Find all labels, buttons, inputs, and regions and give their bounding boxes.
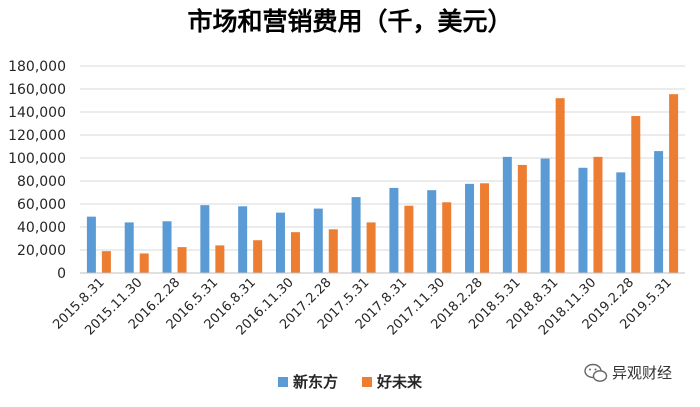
bar-series-2	[290, 232, 300, 273]
bar-series-1	[540, 158, 550, 273]
bar-series-1	[162, 221, 172, 273]
watermark: 异观财经	[584, 363, 672, 382]
bar-series-2	[480, 183, 490, 273]
bar-series-2	[517, 164, 527, 273]
bars	[86, 94, 679, 274]
bar-series-2	[442, 202, 452, 273]
bar-series-2	[253, 240, 263, 273]
bar-series-2	[328, 229, 338, 273]
bar-series-1	[351, 197, 361, 273]
y-tick-label: 80,000	[17, 174, 66, 190]
x-axis-ticks: 2015.8.312015.11.302016.2.282016.5.31201…	[50, 275, 675, 338]
bar-series-2	[669, 94, 679, 273]
y-tick-label: 60,000	[17, 197, 66, 213]
legend-item-1: 新东方	[278, 373, 338, 391]
bar-series-1	[200, 205, 210, 273]
y-tick-label: 120,000	[8, 128, 66, 144]
y-tick-label: 160,000	[8, 82, 66, 98]
bar-series-1	[86, 216, 96, 273]
bar-series-2	[139, 253, 149, 273]
y-tick-label: 20,000	[17, 243, 66, 259]
watermark-text: 异观财经	[612, 364, 672, 382]
legend: 新东方 好未来	[278, 373, 423, 391]
bar-series-2	[404, 205, 414, 273]
y-tick-label: 0	[57, 266, 66, 282]
bar-series-1	[238, 206, 248, 273]
bar-series-2	[215, 245, 225, 273]
bar-series-1	[465, 183, 475, 273]
bar-series-1	[124, 222, 134, 273]
legend-item-2: 好未来	[362, 373, 423, 391]
y-axis-ticks: 0 20,000 40,000 60,000 80,000 100,000 120,000 1…	[8, 59, 66, 282]
bar-series-2	[177, 247, 187, 273]
bar-series-1	[578, 167, 588, 273]
y-tick-label: 140,000	[8, 105, 66, 121]
bar-series-1	[389, 187, 399, 273]
legend-label-2: 好未来	[376, 373, 423, 391]
bar-series-2	[631, 116, 641, 274]
bar-series-2	[593, 156, 603, 273]
legend-label-1: 新东方	[293, 373, 338, 391]
gridlines	[80, 65, 685, 251]
bar-series-1	[313, 208, 323, 273]
y-tick-label: 100,000	[8, 151, 66, 167]
bar-series-1	[654, 151, 664, 273]
bar-series-1	[427, 190, 437, 273]
legend-swatch-2	[362, 377, 372, 387]
bar-series-1	[502, 156, 512, 273]
bar-series-1	[275, 212, 285, 273]
wechat-icon	[584, 363, 608, 382]
bar-series-1	[616, 172, 626, 273]
bar-series-2	[101, 251, 111, 273]
legend-swatch-1	[278, 377, 288, 387]
y-tick-label: 180,000	[8, 59, 66, 75]
y-tick-label: 40,000	[17, 220, 66, 236]
chart-title: 市场和营销费用（千，美元）	[187, 7, 512, 36]
bar-series-2	[366, 222, 376, 273]
bar-series-2	[555, 98, 565, 273]
